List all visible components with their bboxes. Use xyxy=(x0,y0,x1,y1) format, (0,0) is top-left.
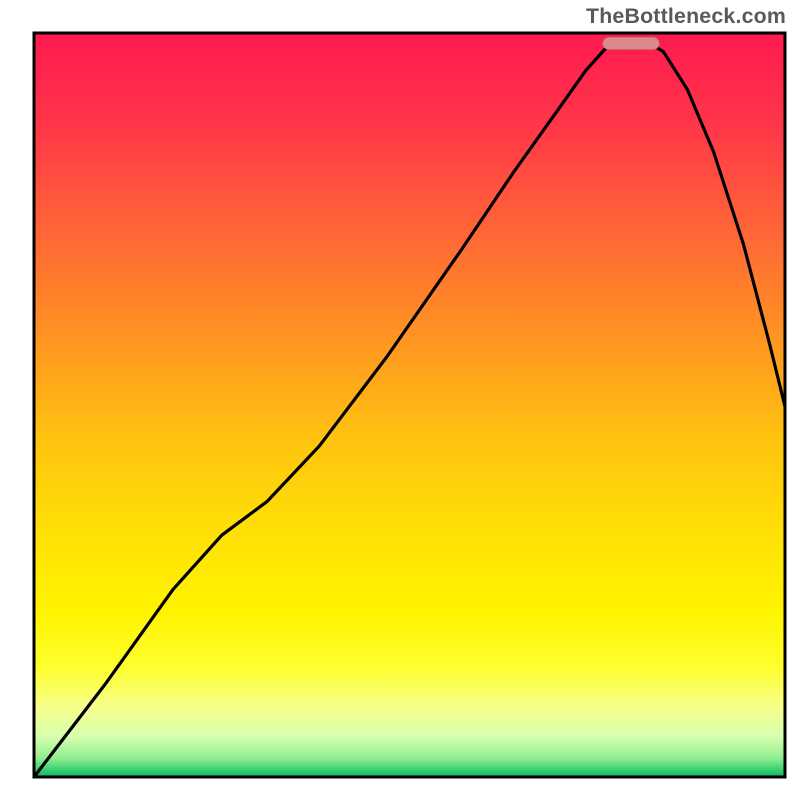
chart-container: TheBottleneck.com xyxy=(0,0,800,800)
chart-svg xyxy=(0,0,800,800)
watermark-text: TheBottleneck.com xyxy=(586,4,786,29)
optimum-marker xyxy=(603,37,659,49)
gradient-background xyxy=(34,33,785,777)
